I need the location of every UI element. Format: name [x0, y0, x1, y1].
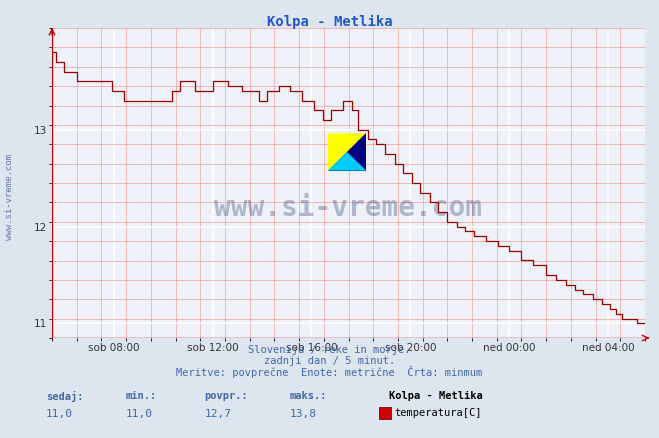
Text: maks.:: maks.:: [290, 392, 328, 401]
Text: povpr.:: povpr.:: [204, 392, 248, 401]
Polygon shape: [328, 152, 366, 170]
Text: www.si-vreme.com: www.si-vreme.com: [5, 154, 14, 240]
Text: sedaj:: sedaj:: [46, 391, 84, 402]
Text: Slovenija / reke in morje.: Slovenija / reke in morje.: [248, 346, 411, 355]
Text: www.si-vreme.com: www.si-vreme.com: [214, 194, 482, 222]
Text: 13,8: 13,8: [290, 409, 317, 419]
Text: Meritve: povprečne  Enote: metrične  Črta: minmum: Meritve: povprečne Enote: metrične Črta:…: [177, 366, 482, 378]
Text: Kolpa - Metlika: Kolpa - Metlika: [389, 392, 482, 401]
Polygon shape: [328, 134, 366, 170]
Text: 11,0: 11,0: [46, 409, 73, 419]
Text: 11,0: 11,0: [125, 409, 152, 419]
Text: min.:: min.:: [125, 392, 156, 401]
Text: zadnji dan / 5 minut.: zadnji dan / 5 minut.: [264, 357, 395, 366]
Polygon shape: [328, 134, 366, 170]
Text: temperatura[C]: temperatura[C]: [394, 408, 482, 418]
Text: Kolpa - Metlika: Kolpa - Metlika: [267, 15, 392, 29]
Text: 12,7: 12,7: [204, 409, 231, 419]
